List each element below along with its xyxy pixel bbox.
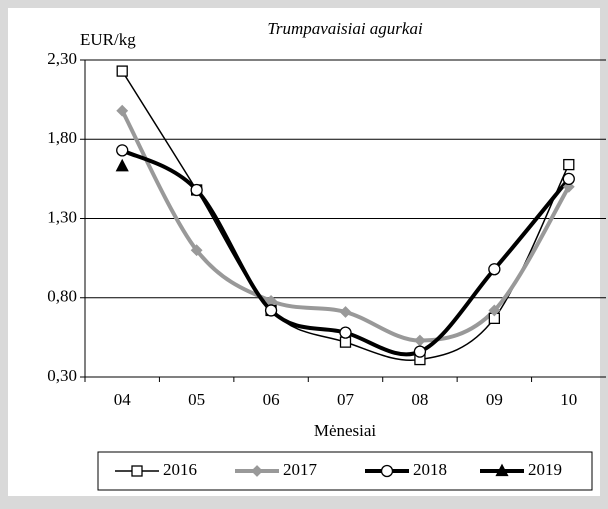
x-tick-label: 04 xyxy=(114,390,132,409)
data-point xyxy=(116,144,129,157)
legend-label: 2016 xyxy=(163,460,197,479)
data-point xyxy=(563,158,575,171)
legend-marker xyxy=(251,465,263,477)
chart-title: Trumpavaisiai agurkai xyxy=(267,19,423,38)
data-point xyxy=(190,183,203,197)
y-axis-label: EUR/kg xyxy=(80,30,136,49)
x-axis-label: Mėnesiai xyxy=(314,421,377,440)
legend-label: 2018 xyxy=(413,460,447,479)
x-tick-label: 09 xyxy=(486,390,503,409)
data-point xyxy=(116,104,129,117)
legend-marker xyxy=(131,465,143,477)
legend-label: 2019 xyxy=(528,460,562,479)
x-tick-label: 10 xyxy=(560,390,577,409)
legend-marker xyxy=(380,464,394,478)
x-tick-label: 06 xyxy=(263,390,280,409)
y-tick-label: 0,30 xyxy=(47,366,77,385)
y-tick-label: 1,80 xyxy=(47,128,77,147)
data-point xyxy=(115,158,129,172)
x-tick-label: 05 xyxy=(188,390,205,409)
y-tick-label: 1,30 xyxy=(47,207,77,226)
legend-marker xyxy=(495,463,509,477)
data-point xyxy=(413,345,427,358)
data-point xyxy=(562,172,575,186)
x-tick-label: 07 xyxy=(337,390,355,409)
y-tick-label: 2,30 xyxy=(47,49,77,68)
panel xyxy=(8,8,600,496)
x-tick-label: 08 xyxy=(411,390,428,409)
legend-label: 2017 xyxy=(283,460,318,479)
y-tick-label: 0,80 xyxy=(47,287,77,306)
data-point xyxy=(116,65,128,77)
data-point xyxy=(488,304,501,317)
data-point xyxy=(339,326,352,339)
data-point xyxy=(190,244,203,257)
data-point xyxy=(488,263,501,276)
data-point xyxy=(339,306,352,318)
data-point xyxy=(264,304,278,317)
